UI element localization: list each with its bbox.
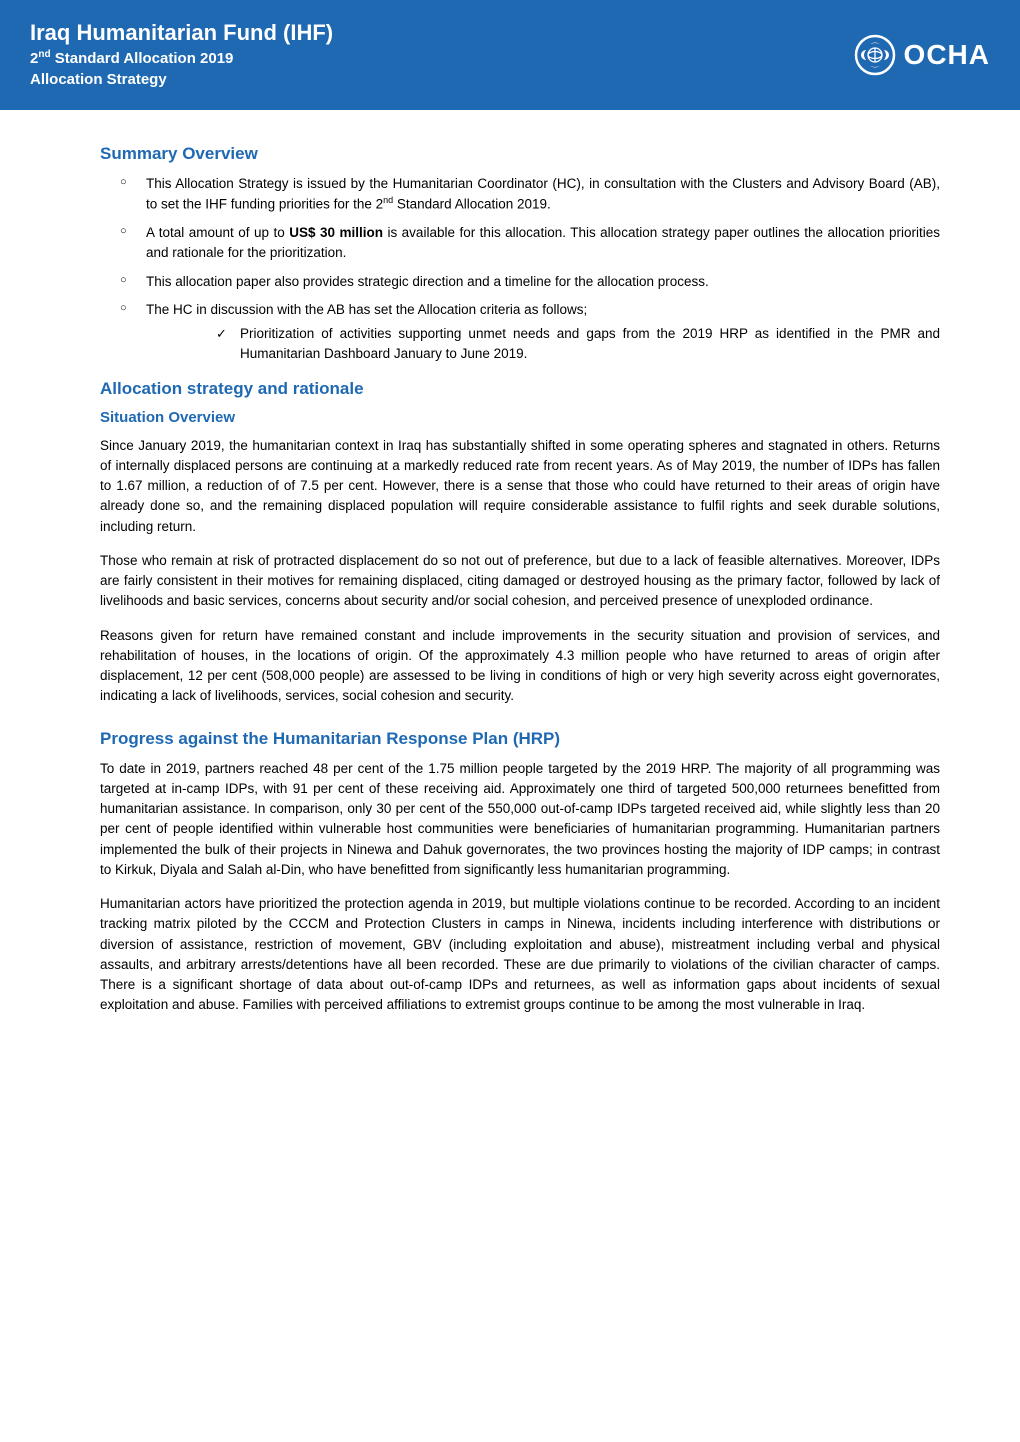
- summary-checks: Prioritization of activities supporting …: [146, 324, 940, 365]
- subtitle-rest: Standard Allocation 2019: [51, 50, 234, 67]
- summary-bullet: This allocation paper also provides stra…: [126, 272, 940, 292]
- subtitle-ordinal: nd: [38, 49, 50, 60]
- summary-bullet: A total amount of up to US$ 30 million i…: [126, 223, 940, 264]
- ocha-logo-text: OCHA: [904, 39, 990, 71]
- summary-heading: Summary Overview: [100, 144, 940, 164]
- doc-subtitle: 2nd Standard Allocation 2019 Allocation …: [30, 48, 333, 90]
- summary-bullet: This Allocation Strategy is issued by th…: [126, 174, 940, 215]
- summary-check: Prioritization of activities supporting …: [216, 324, 940, 365]
- situation-heading: Situation Overview: [100, 409, 940, 426]
- situation-para: Since January 2019, the humanitarian con…: [100, 436, 940, 537]
- ocha-logo: OCHA: [854, 34, 990, 76]
- situation-para: Those who remain at risk of protracted d…: [100, 551, 940, 612]
- header-text-block: Iraq Humanitarian Fund (IHF) 2nd Standar…: [30, 20, 333, 90]
- summary-bullets: This Allocation Strategy is issued by th…: [100, 174, 940, 365]
- ocha-logo-icon: [854, 34, 896, 76]
- doc-title: Iraq Humanitarian Fund (IHF): [30, 20, 333, 46]
- strategy-heading: Allocation strategy and rationale: [100, 379, 940, 399]
- summary-bullet: The HC in discussion with the AB has set…: [126, 300, 940, 365]
- content-area: Summary Overview This Allocation Strateg…: [0, 110, 1020, 1070]
- subtitle-line2: Allocation Strategy: [30, 71, 167, 88]
- progress-para: To date in 2019, partners reached 48 per…: [100, 759, 940, 881]
- progress-para: Humanitarian actors have prioritized the…: [100, 894, 940, 1016]
- header-banner: Iraq Humanitarian Fund (IHF) 2nd Standar…: [0, 0, 1020, 110]
- progress-heading: Progress against the Humanitarian Respon…: [100, 729, 940, 749]
- situation-para: Reasons given for return have remained c…: [100, 626, 940, 707]
